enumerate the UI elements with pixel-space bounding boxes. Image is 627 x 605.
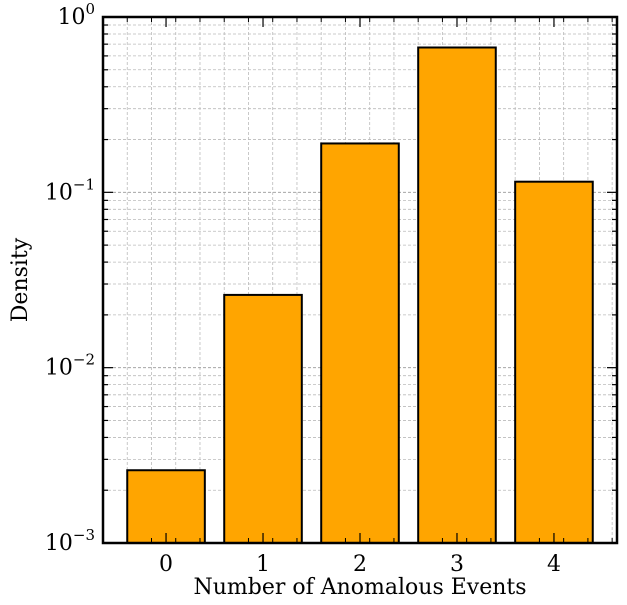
x-tick-labels: 0 1 2 3 4 [159,552,561,577]
x-tick-label: 3 [450,552,464,577]
bars [126,46,594,545]
bar-4 [514,180,594,544]
y-tick-label: 10−2 [45,351,95,381]
y-tick-label: 10−1 [45,175,95,205]
x-tick-label: 1 [256,552,270,577]
bar-0 [126,469,206,544]
bar-1 [223,293,303,545]
x-tick-label: 2 [353,552,367,577]
x-axis-label: Number of Anomalous Events [193,575,526,600]
x-tick-label: 0 [159,552,173,577]
y-tick-labels: 100 10−1 10−2 10−3 [45,0,95,556]
y-tick-label: 100 [57,0,95,30]
x-tick-label: 4 [547,552,561,577]
axis-ticks [103,17,617,544]
y-tick-label: 10−3 [45,526,95,556]
y-axis-label: Density [8,237,33,322]
bar-3 [417,46,497,545]
bar-2 [320,142,400,545]
